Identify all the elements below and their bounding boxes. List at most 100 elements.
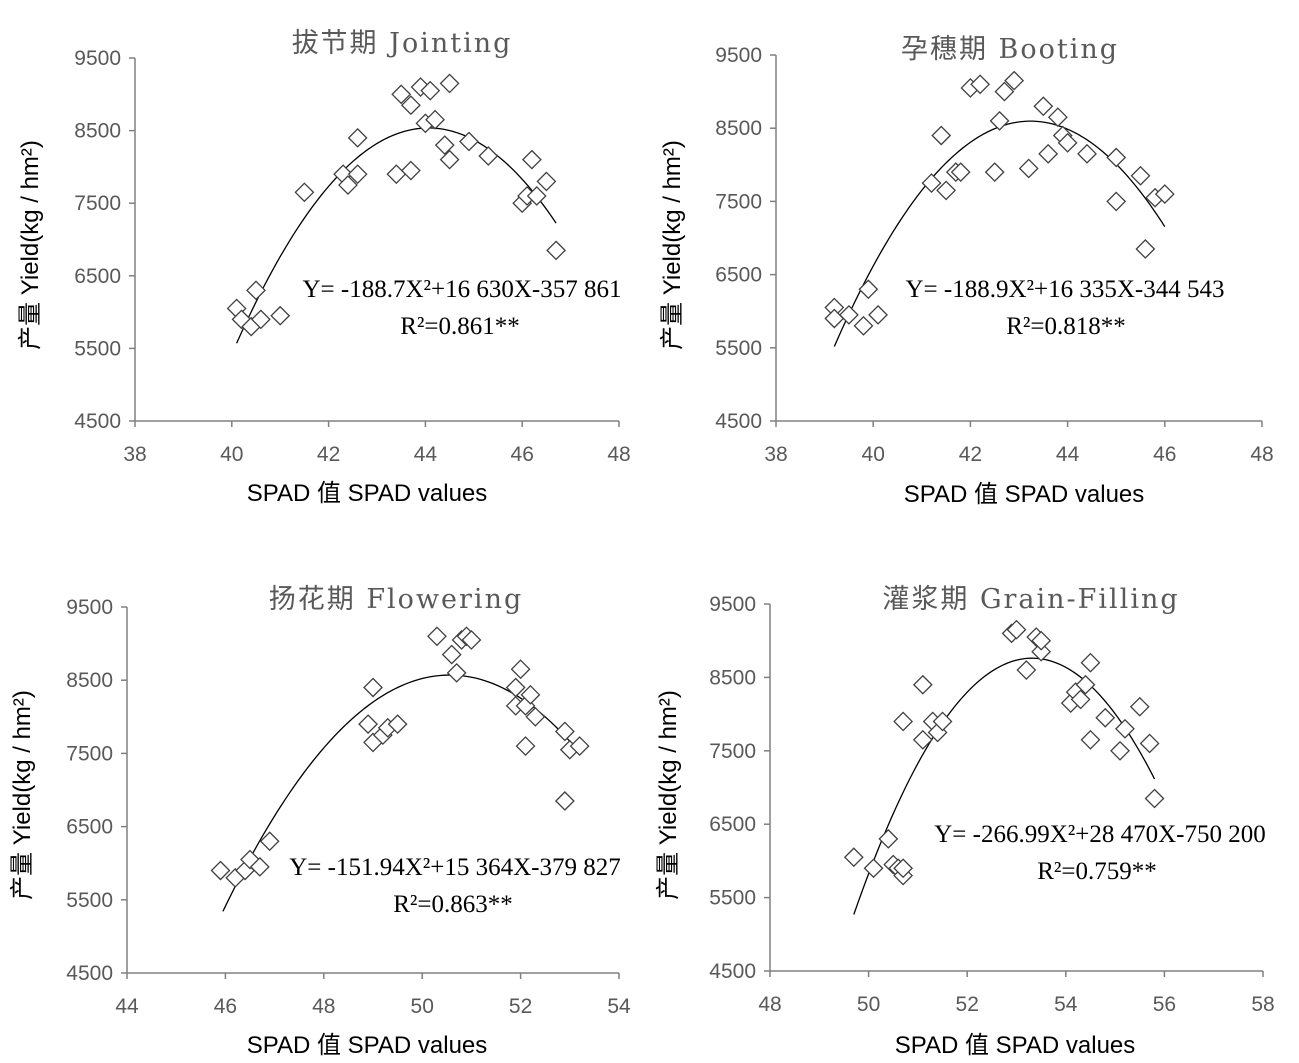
x-tick-label: 38 <box>764 443 787 466</box>
data-point <box>1106 191 1127 212</box>
chart-title: 灌浆期 Grain-Filling <box>882 584 1179 615</box>
x-axis-label: SPAD 值 SPAD values <box>247 1032 488 1059</box>
data-point <box>853 315 874 336</box>
data-point <box>1018 158 1039 179</box>
data-point <box>526 186 547 206</box>
y-tick-label: 4500 <box>74 410 121 433</box>
fit-curve <box>853 657 1156 915</box>
data-point <box>1077 143 1097 164</box>
y-tick-label: 7500 <box>715 190 762 213</box>
x-tick-label: 56 <box>1153 993 1176 1016</box>
data-point <box>536 171 557 192</box>
data-point <box>439 149 460 170</box>
y-tick-label: 8500 <box>74 120 121 143</box>
data-point <box>1031 641 1052 662</box>
data-point <box>427 626 447 647</box>
y-tick-label: 5500 <box>715 337 762 360</box>
data-point <box>1095 707 1116 728</box>
data-point <box>439 73 460 94</box>
data-point <box>400 95 421 116</box>
data-point <box>347 164 368 185</box>
y-tick-label: 6500 <box>74 265 121 288</box>
r-squared-label: R²=0.759** <box>1037 858 1157 885</box>
data-point <box>387 714 408 735</box>
data-point <box>420 80 441 101</box>
data-point <box>1135 239 1156 259</box>
x-tick-label: 44 <box>414 443 438 466</box>
data-point <box>461 630 482 650</box>
data-point <box>1139 733 1160 754</box>
r-squared-label: R²=0.861** <box>400 313 520 340</box>
data-point <box>878 828 899 849</box>
y-tick-label: 9500 <box>74 47 121 70</box>
x-tick-label: 58 <box>1251 993 1274 1016</box>
x-tick-label: 52 <box>509 995 532 1018</box>
data-point <box>1033 96 1054 117</box>
data-point <box>931 125 952 146</box>
x-tick-label: 40 <box>862 443 885 466</box>
x-tick-label: 38 <box>123 443 146 466</box>
data-point <box>505 677 526 698</box>
y-tick-label: 4500 <box>66 962 113 985</box>
data-point <box>434 135 455 156</box>
x-tick-label: 40 <box>220 443 243 466</box>
y-axis-label: 产量 Yield(kg / hm²) <box>655 690 682 900</box>
data-point <box>259 831 280 852</box>
y-tick-label: 6500 <box>709 813 756 836</box>
x-tick-label: 48 <box>758 993 781 1016</box>
data-point <box>912 729 933 750</box>
x-tick-label: 48 <box>1250 443 1273 466</box>
y-tick-label: 5500 <box>709 887 756 910</box>
y-tick-label: 5500 <box>74 337 121 360</box>
chart-title: 拔节期 Jointing <box>292 28 513 59</box>
data-point <box>921 173 942 194</box>
x-tick-label: 44 <box>1056 443 1080 466</box>
data-point <box>1057 132 1078 153</box>
data-point <box>984 162 1005 183</box>
data-point <box>1154 184 1175 204</box>
data-point <box>250 309 271 330</box>
x-tick-label: 50 <box>411 995 434 1018</box>
y-axis-label: 产量 Yield(kg / hm²) <box>9 690 36 900</box>
data-point <box>1080 652 1101 673</box>
y-tick-label: 5500 <box>66 889 113 912</box>
data-point <box>210 860 231 881</box>
chart-title: 孕穗期 Booting <box>901 34 1119 65</box>
x-tick-label: 46 <box>214 995 237 1018</box>
r-squared-label: R²=0.863** <box>393 891 513 918</box>
chart-title: 扬花期 Flowering <box>269 584 524 615</box>
data-point <box>863 858 884 879</box>
data-point <box>1006 619 1027 640</box>
y-tick-label: 7500 <box>709 740 756 763</box>
x-tick-label: 50 <box>857 993 880 1016</box>
data-point <box>843 847 864 868</box>
data-point <box>970 74 991 95</box>
data-point <box>1080 729 1101 750</box>
y-tick-label: 6500 <box>715 264 762 287</box>
x-tick-label: 48 <box>607 443 630 466</box>
data-point <box>1031 630 1052 651</box>
data-point <box>1075 674 1096 695</box>
data-point <box>1129 696 1150 717</box>
data-point <box>294 182 315 203</box>
y-axis-label: 产量 Yield(kg / hm²) <box>17 140 44 350</box>
y-tick-label: 8500 <box>66 669 113 692</box>
regression-equation: Y= -266.99X²+28 470X-750 200 <box>934 821 1266 848</box>
data-point <box>932 711 953 732</box>
data-point <box>446 662 467 683</box>
x-tick-label: 54 <box>1054 993 1078 1016</box>
data-point <box>1115 718 1135 739</box>
data-point <box>246 280 266 301</box>
chart-panel-3: 4500 5500 6500 7500 8500 9500 44 46 48 50 52 54 扬花期 … <box>9 584 631 1059</box>
data-point <box>363 677 383 698</box>
data-point <box>824 308 845 329</box>
data-point <box>994 81 1015 102</box>
fit-curve <box>222 674 578 912</box>
data-point <box>989 110 1010 131</box>
y-tick-label: 4500 <box>709 960 756 983</box>
regression-equation: Y= -151.94X²+15 364X-379 827 <box>289 854 621 881</box>
data-point <box>1004 70 1025 91</box>
x-tick-label: 42 <box>959 443 982 466</box>
y-tick-label: 8500 <box>709 666 756 689</box>
